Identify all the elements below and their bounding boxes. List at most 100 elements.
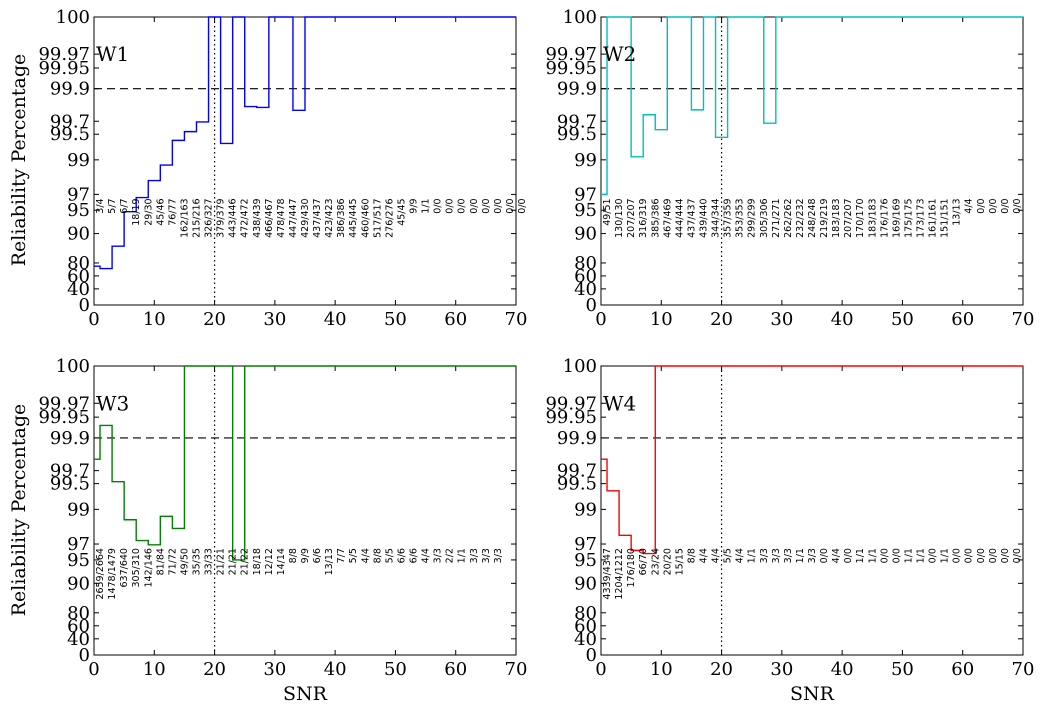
y-tick-label: 99 [67,150,90,171]
bin-count-label: 0/0 [1000,548,1011,563]
bin-count-label: 0/0 [976,548,987,563]
bin-count-label: 3/3 [771,548,782,563]
bin-count-label: 0/0 [988,198,999,213]
y-tick-label: 95 [67,200,90,221]
y-tick-label: 0 [79,295,90,316]
y-tick-label: 40 [574,279,597,300]
panel-w4: 0 10 20 30 40 50 60 7004060809095979999.599.799… [545,356,1034,680]
bin-count-label: 443/446 [228,198,239,237]
bin-count-label: 3/3 [481,548,492,563]
bin-count-label: 232/232 [795,198,806,237]
bin-count-label: 29/30 [143,198,154,225]
bin-count-label: 467/469 [662,198,673,237]
bin-count-label: 9/9 [409,198,420,213]
y-tick-label: 80 [574,253,597,274]
bin-count-label: 0/0 [457,198,468,213]
bin-count-label: 445/445 [348,198,359,237]
bin-count-label: 6/6 [396,548,407,563]
bin-count-label: 4/4 [421,548,432,563]
axes-frame [93,365,517,656]
bin-count-label: 0/0 [879,548,890,563]
y-tick-label: 90 [574,224,597,245]
bin-count-label: 2659/2664 [95,548,106,600]
y-tick-label: 95 [574,550,597,571]
y-tick-label: 0 [586,645,597,666]
bin-count-label: 460/460 [360,198,371,237]
y-tick-label: 99.7 [557,111,597,132]
bin-count-label: 169/169 [891,198,902,237]
y-tick-label: 100 [563,7,597,28]
x-tick-label: 60 [444,309,467,330]
series-step-line [601,365,1023,555]
x-tick-label: 0 [595,659,606,680]
bin-count-label: 0/0 [445,198,456,213]
bin-count-label: 437/437 [312,198,323,237]
bin-count-label: 1/1 [903,548,914,563]
bin-count-label: 0/0 [819,548,830,563]
bin-count-label: 21/22 [240,548,251,575]
y-tick-label: 80 [574,603,597,624]
bin-count-label: 23/24 [650,548,661,575]
x-tick-label: 40 [831,659,854,680]
y-tick-label: 80 [67,253,90,274]
bin-count-label: 18/18 [252,548,263,575]
x-tick-label: 50 [891,659,914,680]
bin-count-label: 3/3 [493,548,504,563]
bin-count-label: 439/440 [698,198,709,237]
y-tick-label: 90 [67,224,90,245]
bin-count-label: 33/33 [204,548,215,575]
bin-count-label: 299/299 [747,198,758,237]
bin-count-label: 447/447 [288,198,299,237]
bin-count-label: 6/6 [312,548,323,563]
bin-count-label: 3/3 [469,548,480,563]
y-tick-label: 99.9 [557,79,597,100]
x-tick-label: 10 [650,659,673,680]
series-step-line [94,365,516,561]
bin-count-label: 3/3 [783,548,794,563]
x-tick-label: 0 [595,309,606,330]
x-tick-label: 20 [203,659,226,680]
x-tick-label: 0 [88,659,99,680]
x-tick-label: 70 [1012,659,1035,680]
x-tick-label: 70 [505,309,528,330]
bin-count-label: 4/4 [964,198,975,213]
bin-count-label: 5/7 [107,198,118,213]
x-tick-label: 20 [203,309,226,330]
bin-count-label: 8/8 [372,548,383,563]
y-tick-label: 99.7 [50,461,90,482]
bin-count-label: 4/4 [698,548,709,563]
y-tick-label: 97 [67,534,90,555]
bin-count-label: 637/640 [119,548,130,587]
y-tick-label: 100 [56,356,90,377]
y-tick-label: 60 [574,616,597,637]
bin-count-label: 14/14 [276,548,287,575]
y-tick-label: 40 [67,629,90,650]
x-tick-label: 50 [891,309,914,330]
bin-count-label: 262/262 [783,198,794,237]
bin-count-label: 276/276 [384,198,395,237]
bin-count-label: 0/0 [1012,198,1023,213]
bin-count-label: 379/379 [216,198,227,237]
y-tick-label: 99.7 [50,111,90,132]
bin-count-label: 3/4 [95,198,106,213]
y-tick-label: 99 [574,150,597,171]
x-tick-label: 40 [324,659,347,680]
bin-count-label: 4339/4347 [602,548,613,600]
bin-count-label: 219/219 [819,198,830,237]
bin-count-label: 4/4 [831,548,842,563]
x-axis-label-left: SNR [283,683,328,705]
x-tick-label: 50 [384,659,407,680]
bin-count-label: 385/386 [650,198,661,237]
bin-count-label: 1/1 [457,548,468,563]
bin-count-label: 35/35 [191,548,202,575]
bin-count-label: 0/0 [891,548,902,563]
bin-count-label: 0/0 [505,198,516,213]
bin-count-label: 175/175 [903,198,914,237]
bin-count-label: 5/5 [723,548,734,563]
bin-count-label: 4/4 [711,548,722,563]
x-tick-label: 20 [710,309,733,330]
bin-count-label: 142/146 [143,548,154,587]
x-tick-label: 10 [143,659,166,680]
bin-count-label: 0/0 [433,198,444,213]
y-tick-label: 40 [574,629,597,650]
